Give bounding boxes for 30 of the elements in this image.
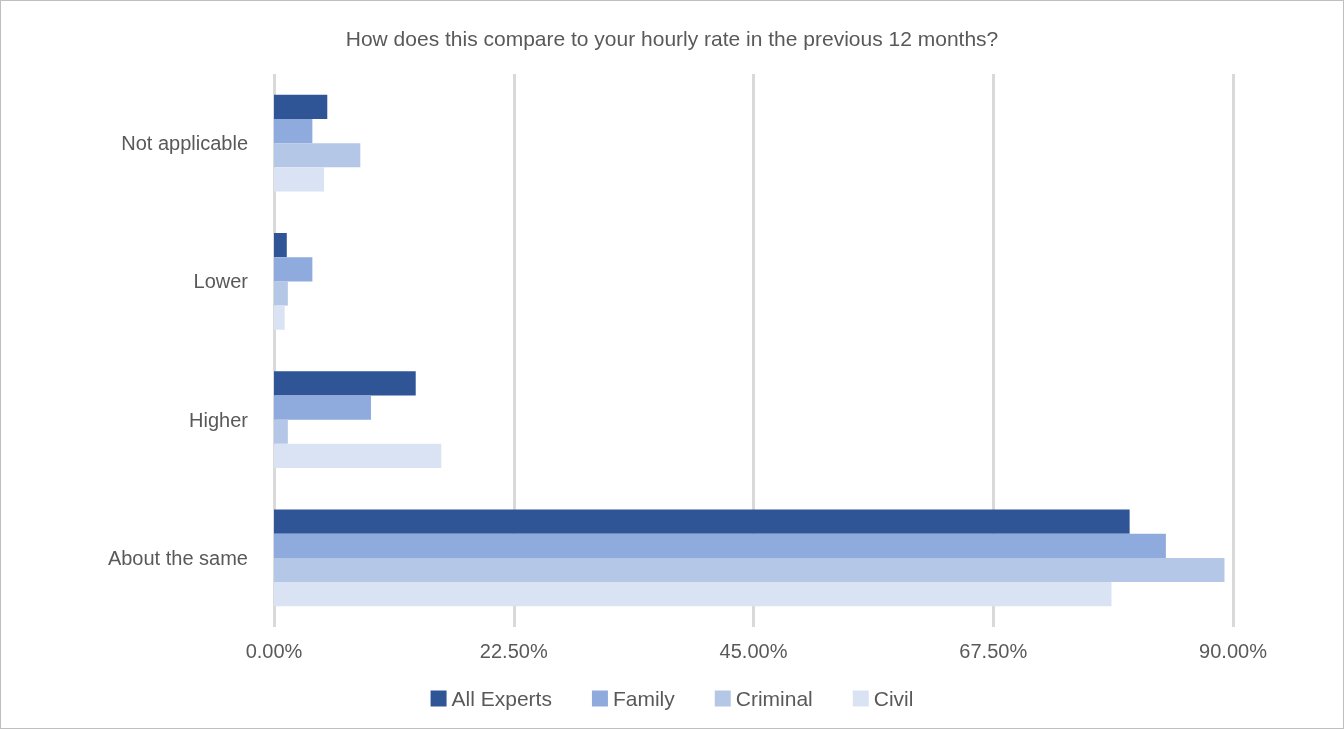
bar [274,257,313,282]
bar [274,281,288,306]
y-tick-label: Lower [193,270,249,293]
y-tick-label: About the same [107,546,248,569]
legend-label: All Experts [451,687,552,710]
bar [274,305,285,330]
bar [274,509,1130,534]
bar [274,94,328,119]
bar [274,419,288,444]
bar [274,582,1112,607]
legend-label: Family [612,687,676,710]
y-tick-label: Higher [189,408,249,431]
legend-label: Criminal [735,687,813,710]
chart-title: How does this compare to your hourly rate in the previous 12 months? [345,27,999,50]
x-tick-label: 0.00% [245,640,303,662]
bar [274,557,1225,583]
y-tick-label: Not applicable [121,132,248,155]
bar [274,232,287,258]
x-tick-label: 45.00% [719,640,788,662]
bar [274,533,1166,558]
bar [274,143,361,168]
bar [274,371,416,396]
bar [274,443,442,469]
x-tick-label: 22.50% [479,640,548,662]
x-tick-label: 67.50% [959,640,1028,662]
legend-label: Civil [873,687,914,710]
x-tick-label: 90.00% [1199,640,1268,662]
bar [274,118,313,144]
bar [274,167,325,192]
bar [274,395,371,420]
